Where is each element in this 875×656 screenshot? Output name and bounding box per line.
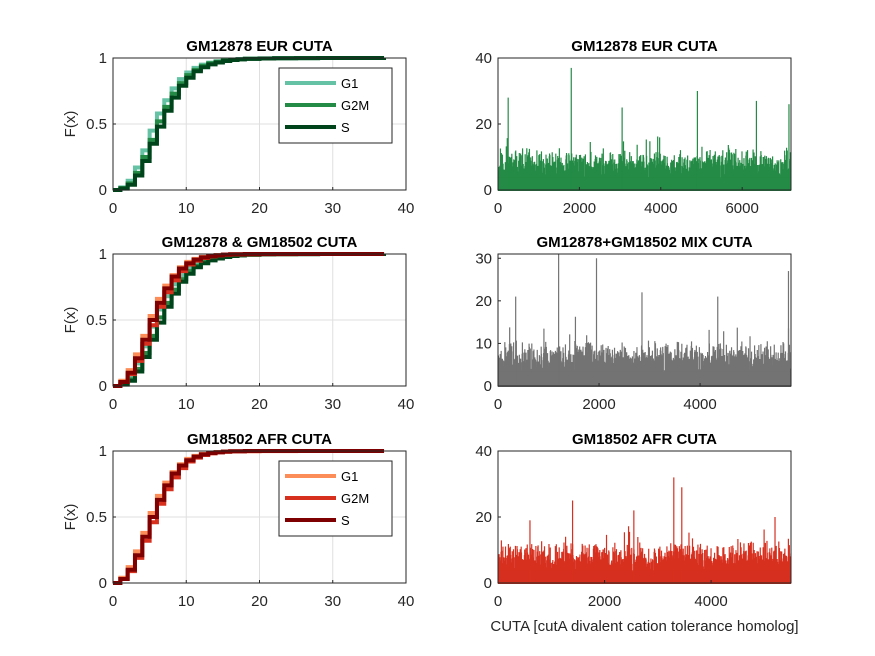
axes-title: GM12878+GM18502 MIX CUTA (536, 234, 752, 251)
x-axis-label: CUTA [cutA divalent cation tolerance hom… (490, 618, 798, 635)
x-tick-label: 10 (178, 200, 195, 217)
x-tick-label: 10 (178, 593, 195, 610)
x-tick-label: 2000 (582, 396, 615, 413)
y-tick-label: 0 (484, 575, 492, 592)
y-tick-label: 30 (475, 250, 492, 267)
x-tick-label: 30 (324, 593, 341, 610)
axes-title: GM18502 AFR CUTA (572, 431, 717, 448)
axes-box (497, 253, 792, 387)
bar-fill (498, 177, 791, 190)
series-line-series-6 (113, 252, 385, 388)
x-tick-label: 2000 (588, 593, 621, 610)
x-tick-label: 0 (494, 200, 502, 217)
y-tick-label: 0 (484, 182, 492, 199)
y-tick-label: 0 (484, 378, 492, 395)
y-tick-label: 40 (475, 50, 492, 67)
x-tick-label: 10 (178, 396, 195, 413)
y-tick-label: 20 (475, 116, 492, 133)
x-tick-label: 0 (109, 200, 117, 217)
axes-title: GM12878 EUR CUTA (186, 38, 333, 55)
x-tick-label: 4000 (683, 396, 716, 413)
series-line-S (113, 449, 385, 585)
y-tick-label: 0 (99, 182, 107, 199)
y-tick-label: 1 (99, 50, 107, 67)
y-tick-label: 1 (99, 443, 107, 460)
y-tick-label: 0.5 (86, 312, 107, 329)
x-tick-label: 20 (251, 593, 268, 610)
x-tick-label: 20 (251, 396, 268, 413)
x-tick-label: 40 (398, 200, 415, 217)
x-tick-label: 0 (494, 593, 502, 610)
y-tick-label: 0.5 (86, 509, 107, 526)
axes-3: 0 10 20 30 40 0 0.5 1 GM12878 & GM18502 CUTA F(x) (62, 234, 414, 413)
y-tick-label: 20 (475, 293, 492, 310)
y-tick-label: 1 (99, 246, 107, 263)
axes-6: 0 2000 4000 0 20 40 GM18502 AFR CUTA CUTA [cutA… (475, 431, 798, 635)
legend-label-G1: G1 (341, 76, 358, 91)
legend-label-G2M: G2M (341, 491, 369, 506)
legend-label-S: S (341, 513, 350, 528)
axes-2: 0 2000 4000 6000 0 20 40 GM12878 EUR CUTA (475, 38, 792, 217)
axes-1: 0 10 20 30 40 0 0.5 1 GM12878 EUR CUTA F(x) G1 G2M S (62, 38, 414, 217)
axes-4: 0 2000 4000 0 10 20 30 GM12878+GM18502 MIX CUTA (475, 234, 792, 413)
y-tick-label: 0 (99, 378, 107, 395)
x-tick-label: 30 (324, 396, 341, 413)
y-axis-label: F(x) (62, 111, 79, 138)
x-tick-label: 40 (398, 396, 415, 413)
x-tick-label: 4000 (644, 200, 677, 217)
y-tick-label: 20 (475, 509, 492, 526)
axes-title: GM12878 EUR CUTA (571, 38, 718, 55)
y-tick-label: 40 (475, 443, 492, 460)
x-tick-label: 0 (109, 593, 117, 610)
axes-5: 0 10 20 30 40 0 0.5 1 GM18502 AFR CUTA F(x) G1 G2M S (62, 431, 414, 610)
legend: G1 G2M S (278, 460, 393, 537)
legend-label-G2M: G2M (341, 98, 369, 113)
x-tick-label: 40 (398, 593, 415, 610)
y-tick-label: 0.5 (86, 116, 107, 133)
legend: G1 G2M S (278, 67, 393, 144)
y-tick-label: 10 (475, 335, 492, 352)
x-tick-label: 20 (251, 200, 268, 217)
axes-title: GM18502 AFR CUTA (187, 431, 332, 448)
x-tick-label: 2000 (563, 200, 596, 217)
x-tick-label: 30 (324, 200, 341, 217)
x-tick-label: 0 (109, 396, 117, 413)
bar-fill (498, 570, 791, 583)
axes-title: GM12878 & GM18502 CUTA (162, 234, 358, 251)
x-tick-label: 0 (494, 396, 502, 413)
bar-fill (498, 371, 791, 386)
y-axis-label: F(x) (62, 504, 79, 531)
y-axis-label: F(x) (62, 307, 79, 334)
y-tick-label: 0 (99, 575, 107, 592)
legend-label-S: S (341, 120, 350, 135)
legend-label-G1: G1 (341, 469, 358, 484)
x-tick-label: 6000 (725, 200, 758, 217)
x-tick-label: 4000 (694, 593, 727, 610)
